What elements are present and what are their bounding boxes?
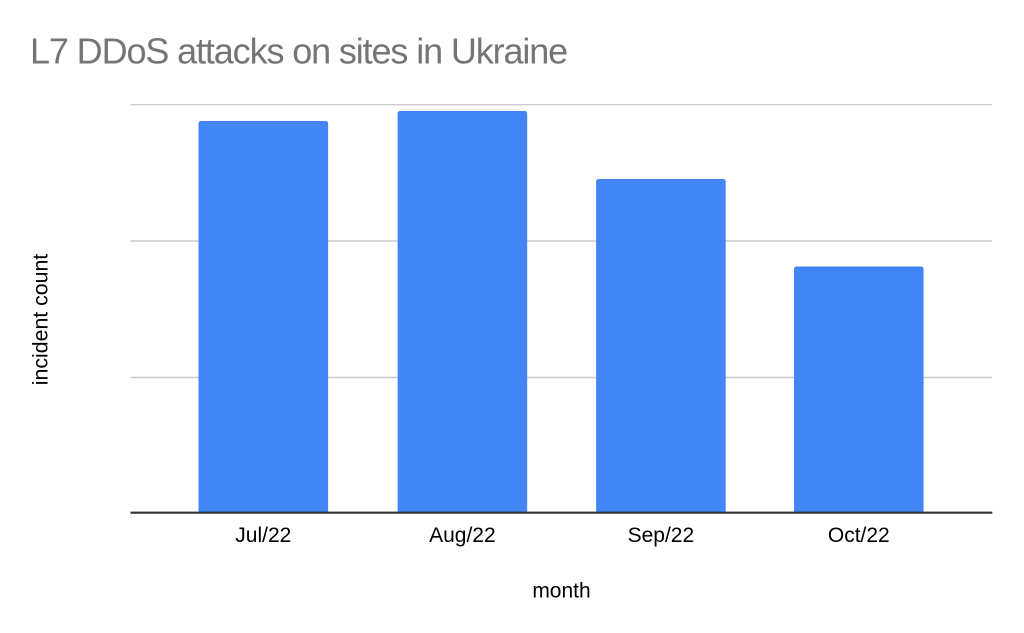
svg-text:L7 DDoS attacks on sites in Uk: L7 DDoS attacks on sites in Ukraine: [30, 31, 567, 72]
svg-text:month: month: [532, 580, 590, 603]
svg-text:incident count: incident count: [29, 254, 53, 386]
svg-text:Aug/22: Aug/22: [429, 524, 496, 547]
svg-text:Jul/22: Jul/22: [235, 524, 291, 547]
svg-text:Sep/22: Sep/22: [628, 524, 695, 547]
svg-text:Oct/22: Oct/22: [828, 524, 890, 547]
